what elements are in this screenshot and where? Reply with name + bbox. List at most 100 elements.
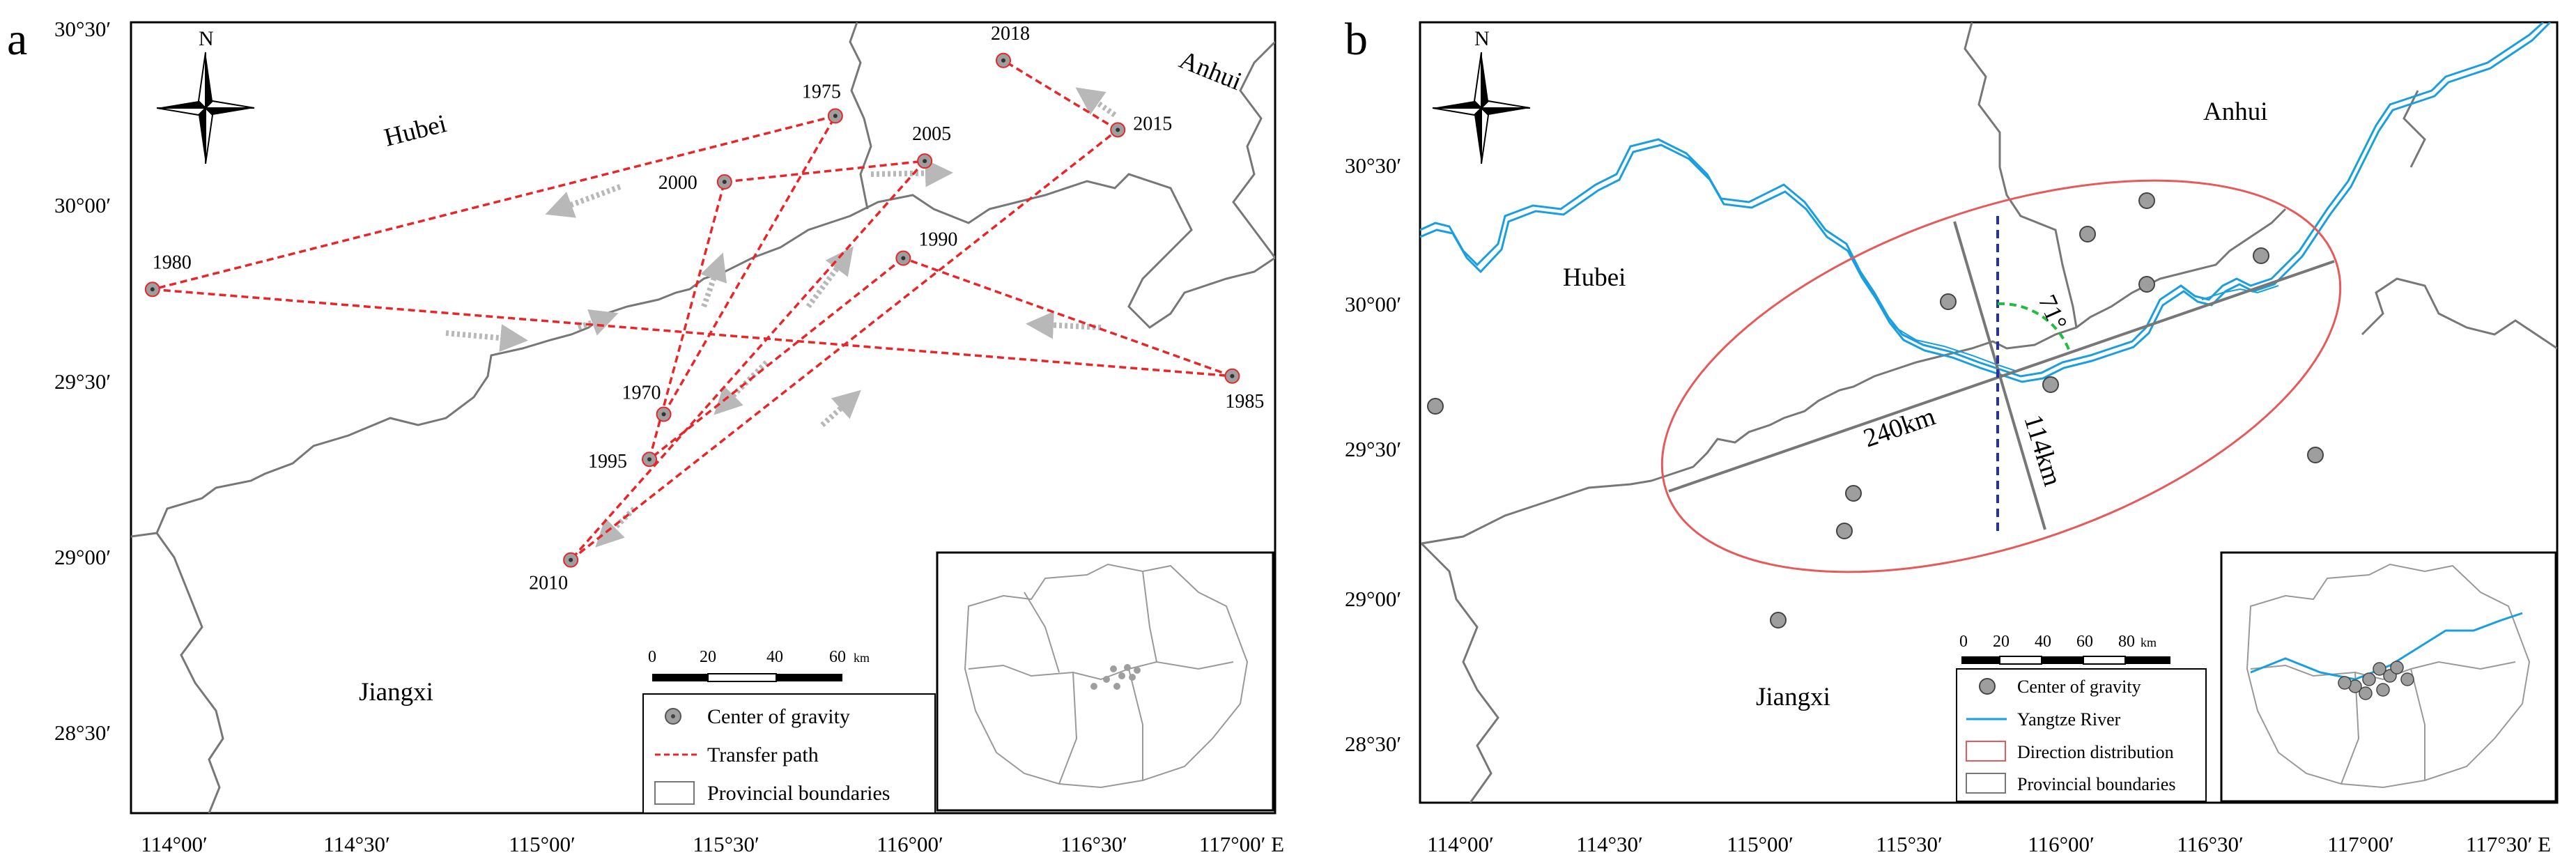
panel-b-label-jiangxi: Jiangxi	[1756, 683, 1830, 711]
panel-a-border-anhui-east	[1232, 40, 1275, 259]
panel-a-inset-map	[936, 551, 1274, 812]
panel-b-legend-boundary-icon	[1966, 773, 2006, 794]
gravity-center-point	[1940, 293, 1957, 310]
panel-b-gravity-centers	[1427, 192, 2324, 628]
gravity-center-point	[2042, 376, 2059, 393]
panel-a-xtick: 114°00′	[141, 832, 208, 856]
panel-a-xtick: 117°00′ E	[1199, 832, 1284, 856]
panel-b-ytick: 29°00′	[1345, 587, 1401, 611]
gravity-center-year-label: 2000	[658, 172, 697, 194]
panel-a-legend-path: Transfer path	[707, 743, 819, 766]
panel-b-inset-map	[2220, 551, 2557, 803]
gravity-center-dot	[722, 179, 727, 184]
panel-b-legend-ellipse: Direction distribution	[2017, 742, 2174, 762]
panel-a-north-arrow: N	[156, 27, 255, 164]
transfer-path-segment	[724, 160, 925, 183]
gravity-center-year-label: 1975	[802, 81, 841, 102]
panel-b-xtick: 114°30′	[1576, 832, 1643, 856]
panel-a-letter: a	[7, 14, 27, 65]
panel-a-ytick: 30°00′	[54, 193, 111, 217]
panel-a-ytick: 29°30′	[54, 369, 111, 394]
gravity-center-dot	[569, 557, 573, 562]
panel-b-xtick: 115°30′	[1876, 832, 1943, 856]
gravity-center-dot	[661, 412, 666, 417]
gravity-center-dot	[1230, 373, 1235, 378]
panel-a-xtick: 114°30′	[323, 832, 390, 856]
transfer-path-segment	[152, 288, 1233, 378]
panel-b-legend-boundary: Provincial boundaries	[2017, 774, 2175, 794]
gravity-center-point	[1836, 523, 1853, 539]
panel-a-legend-boundary: Provincial boundaries	[707, 782, 890, 805]
panel-a-ytick: 29°00′	[54, 545, 111, 569]
panel-b-scale-80: 80	[2118, 633, 2135, 651]
gravity-center-year-label: 2005	[912, 123, 951, 145]
gravity-center-year-label: 2010	[529, 573, 568, 594]
transfer-path-segment	[648, 257, 904, 461]
panel-b-map: N Hubei Anhui Jiangxi 240km 114km 71° 0 …	[1419, 21, 2559, 804]
panel-b-letter: b	[1345, 14, 1368, 65]
panel-b-x-ticks: 114°00′ 114°30′ 115°00′ 115°30′ 116°00′ …	[1427, 832, 2551, 856]
panel-a-map: N 1970 1975 1980 1985 1990 1995 2000 2005 2010 20…	[130, 21, 1277, 815]
panel-a-xtick: 115°00′	[509, 832, 576, 856]
transfer-path-segment	[663, 115, 837, 415]
panel-b-major-axis	[1668, 260, 2335, 493]
panel-a-ytick: 30°30′	[54, 17, 111, 41]
panel-b-xtick: 117°00′	[2327, 832, 2394, 856]
gravity-center-point	[1770, 612, 1787, 628]
panel-b-y-ticks: 30°30′ 30°00′ 29°30′ 29°00′ 28°30′	[1345, 153, 1401, 756]
transfer-path-segment	[1003, 59, 1119, 131]
panel-a-label-jiangxi: Jiangxi	[359, 678, 433, 707]
panel-b-scale-20: 20	[1993, 633, 2010, 651]
panel-b-legend-ellipse-icon	[1966, 741, 2006, 762]
gravity-center-point	[2253, 247, 2269, 264]
transfer-path-segment	[570, 128, 1119, 561]
panel-b-border-anhui-east	[2361, 277, 2557, 350]
gravity-center-year-label: 1995	[588, 451, 627, 472]
panel-a-border-hubei-anhui	[849, 22, 872, 210]
panel-b-minor-axis	[1953, 221, 2046, 530]
transfer-path-segment	[152, 114, 836, 291]
gravity-center-dot	[150, 287, 155, 292]
panel-a-north-label: N	[199, 27, 214, 50]
panel-b-ytick: 30°30′	[1345, 153, 1401, 178]
panel-b-label-hubei: Hubei	[1563, 263, 1626, 292]
panel-b-xtick: 114°00′	[1427, 832, 1494, 856]
panel-b-ytick: 30°00′	[1345, 292, 1401, 316]
panel-a-scale-40: 40	[766, 648, 783, 666]
gravity-center-dot	[647, 457, 652, 462]
gravity-center-year-label: 2015	[1133, 113, 1172, 134]
panel-a-y-ticks: 30°30′ 30°00′ 29°30′ 29°00′ 28°30′	[54, 17, 111, 745]
gravity-center-year-label: 1980	[153, 252, 192, 273]
gravity-center-dot	[833, 114, 838, 118]
panel-b-legend: Center of gravity Yangtze River Directio…	[1956, 668, 2207, 802]
panel-a-transfer-paths	[152, 59, 1233, 561]
panel-b-scale-0: 0	[1959, 633, 1968, 651]
panel-b-scale-60: 60	[2076, 633, 2093, 651]
panel-a-scale-0: 0	[648, 648, 656, 666]
panel-b-ytick: 29°30′	[1345, 437, 1401, 461]
gravity-center-dot	[923, 159, 927, 164]
panel-a-xtick: 116°00′	[877, 832, 943, 856]
transfer-path-segment	[902, 256, 1233, 378]
panel-b-border-anhui-west	[1964, 22, 2078, 328]
panel-b-scale-40: 40	[2035, 633, 2051, 651]
panel-a-xtick: 116°30′	[1061, 832, 1127, 856]
panel-b-direction-ellipse	[1660, 179, 2342, 573]
panel-a-legend-center: Center of gravity	[707, 705, 850, 728]
gravity-center-point	[1845, 485, 1862, 502]
gravity-center-point	[1427, 398, 1444, 415]
panel-b-xtick: 117°30′ E	[2466, 832, 2551, 856]
panel-a-xtick: 115°30′	[693, 832, 759, 856]
gravity-center-point	[2138, 276, 2155, 293]
panel-b-ytick: 28°30′	[1345, 732, 1401, 756]
gravity-center-year-label: 1970	[622, 383, 661, 404]
panel-a-scale-unit: km	[854, 651, 870, 665]
panel-a-scale-bar: 0 20 40 60 km	[648, 648, 870, 682]
panel-a-gravity-centers: 1970 1975 1980 1985 1990 1995 2000 2005 2010 2015…	[144, 23, 1264, 594]
panel-b-xtick: 116°30′	[2177, 832, 2244, 856]
gravity-center-year-label: 2018	[991, 23, 1030, 45]
panel-b-legend-center: Center of gravity	[2017, 677, 2141, 697]
panel-a-legend-boundary-icon	[654, 781, 695, 805]
gravity-center-year-label: 1990	[918, 229, 957, 251]
